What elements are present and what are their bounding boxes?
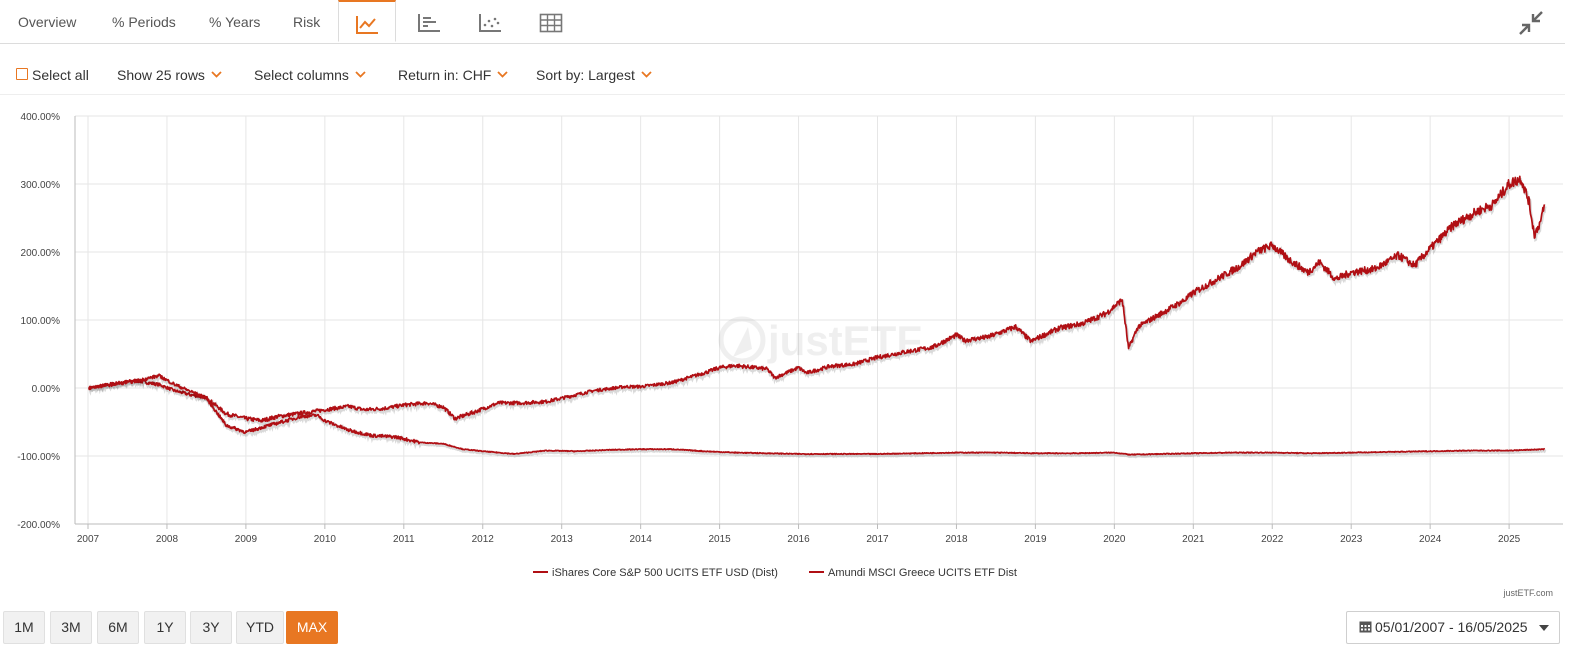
period-3y-button[interactable]: 3Y bbox=[190, 611, 232, 644]
x-tick-label: 2012 bbox=[472, 534, 495, 545]
x-tick-label: 2007 bbox=[77, 534, 100, 545]
return-currency-dropdown[interactable]: Return in: CHF bbox=[398, 44, 508, 94]
y-tick-label: -200.00% bbox=[17, 520, 60, 531]
sort-by-dropdown[interactable]: Sort by: Largest bbox=[536, 44, 652, 94]
y-tick-label: 0.00% bbox=[32, 384, 60, 395]
x-tick-label: 2008 bbox=[156, 534, 179, 545]
period-max-button[interactable]: MAX bbox=[286, 611, 338, 644]
tab-bar: Overview % Periods % Years Risk bbox=[0, 0, 1565, 44]
y-tick-label: 200.00% bbox=[21, 248, 61, 259]
x-tick-label: 2018 bbox=[945, 534, 968, 545]
x-tick-label: 2019 bbox=[1024, 534, 1047, 545]
select-columns-dropdown[interactable]: Select columns bbox=[254, 44, 366, 94]
x-tick-label: 2013 bbox=[551, 534, 574, 545]
x-tick-label: 2016 bbox=[787, 534, 810, 545]
chart-legend: iShares Core S&P 500 UCITS ETF USD (Dist… bbox=[533, 567, 1017, 579]
x-tick-label: 2020 bbox=[1103, 534, 1126, 545]
y-tick-label: 300.00% bbox=[21, 180, 61, 191]
x-tick-label: 2025 bbox=[1498, 534, 1521, 545]
y-tick-label: 100.00% bbox=[21, 316, 61, 327]
select-all-checkbox[interactable]: Select all bbox=[16, 44, 89, 94]
x-tick-label: 2015 bbox=[708, 534, 731, 545]
chevron-down-icon bbox=[355, 71, 366, 78]
credit-label: justETF.com bbox=[1502, 588, 1553, 598]
caret-down-icon bbox=[1539, 625, 1549, 631]
chevron-down-icon bbox=[641, 71, 652, 78]
show-rows-dropdown[interactable]: Show 25 rows bbox=[117, 44, 222, 94]
tab-periods[interactable]: % Periods bbox=[112, 14, 176, 30]
series-shadow bbox=[88, 178, 1547, 428]
period-1y-button[interactable]: 1Y bbox=[144, 611, 186, 644]
x-tick-label: 2009 bbox=[235, 534, 258, 545]
compress-icon bbox=[1519, 11, 1543, 35]
period-3m-button[interactable]: 3M bbox=[50, 611, 92, 644]
x-tick-label: 2011 bbox=[393, 534, 415, 545]
x-tick-label: 2023 bbox=[1340, 534, 1363, 545]
performance-chart: justETF 400.00% 300.00% 200.00% 100.00% 0.00… bbox=[0, 95, 1583, 610]
series-line bbox=[88, 373, 1546, 456]
series-line bbox=[87, 175, 1546, 423]
tab-risk[interactable]: Risk bbox=[293, 14, 321, 30]
chart-grid bbox=[75, 115, 1563, 525]
tab-scatter-chart[interactable] bbox=[461, 0, 519, 43]
date-range-label: 05/01/2007 - 16/05/2025 bbox=[1375, 619, 1528, 635]
chart-series bbox=[87, 175, 1547, 459]
show-rows-label: Show 25 rows bbox=[117, 67, 205, 83]
date-range-picker[interactable]: 05/01/2007 - 16/05/2025 bbox=[1346, 611, 1560, 644]
period-ytd-button[interactable]: YTD bbox=[236, 611, 284, 644]
y-tick-label: 400.00% bbox=[21, 112, 61, 123]
tab-bar-chart[interactable] bbox=[400, 0, 458, 43]
toolbar: Select all Show 25 rows Select columns R… bbox=[0, 44, 1565, 95]
x-tick-label: 2021 bbox=[1182, 534, 1205, 545]
line-chart-icon bbox=[356, 16, 378, 35]
select-all-label: Select all bbox=[32, 67, 89, 83]
legend-item[interactable]: Amundi MSCI Greece UCITS ETF Dist bbox=[828, 567, 1017, 579]
period-1m-button[interactable]: 1M bbox=[3, 611, 45, 644]
bar-chart-icon bbox=[418, 14, 440, 33]
x-tick-label: 2017 bbox=[866, 534, 889, 545]
y-tick-label: -100.00% bbox=[17, 452, 60, 463]
legend-item[interactable]: iShares Core S&P 500 UCITS ETF USD (Dist… bbox=[552, 567, 778, 579]
x-tick-label: 2024 bbox=[1419, 534, 1442, 545]
calendar-icon bbox=[1359, 621, 1372, 633]
chevron-down-icon bbox=[497, 71, 508, 78]
select-columns-label: Select columns bbox=[254, 67, 349, 83]
checkbox-box[interactable] bbox=[16, 68, 28, 81]
chart-axes: 400.00% 300.00% 200.00% 100.00% 0.00% -100.00… bbox=[17, 112, 1563, 545]
tab-overview[interactable]: Overview bbox=[18, 14, 77, 30]
period-6m-button[interactable]: 6M bbox=[97, 611, 139, 644]
sort-by-label: Sort by: Largest bbox=[536, 67, 635, 83]
x-tick-label: 2010 bbox=[314, 534, 337, 545]
x-tick-label: 2022 bbox=[1261, 534, 1284, 545]
chevron-down-icon bbox=[211, 71, 222, 78]
collapse-button[interactable] bbox=[1518, 10, 1544, 36]
chart-svg: justETF 400.00%300.00%200.00%100.00%0.00… bbox=[17, 112, 1563, 598]
scatter-chart-icon bbox=[479, 14, 501, 33]
tab-years[interactable]: % Years bbox=[209, 14, 261, 30]
return-in-label: Return in: CHF bbox=[398, 67, 492, 83]
x-tick-label: 2014 bbox=[630, 534, 653, 545]
tab-line-chart[interactable] bbox=[338, 0, 396, 42]
tab-table[interactable] bbox=[522, 0, 580, 43]
table-grid-icon bbox=[539, 13, 563, 33]
